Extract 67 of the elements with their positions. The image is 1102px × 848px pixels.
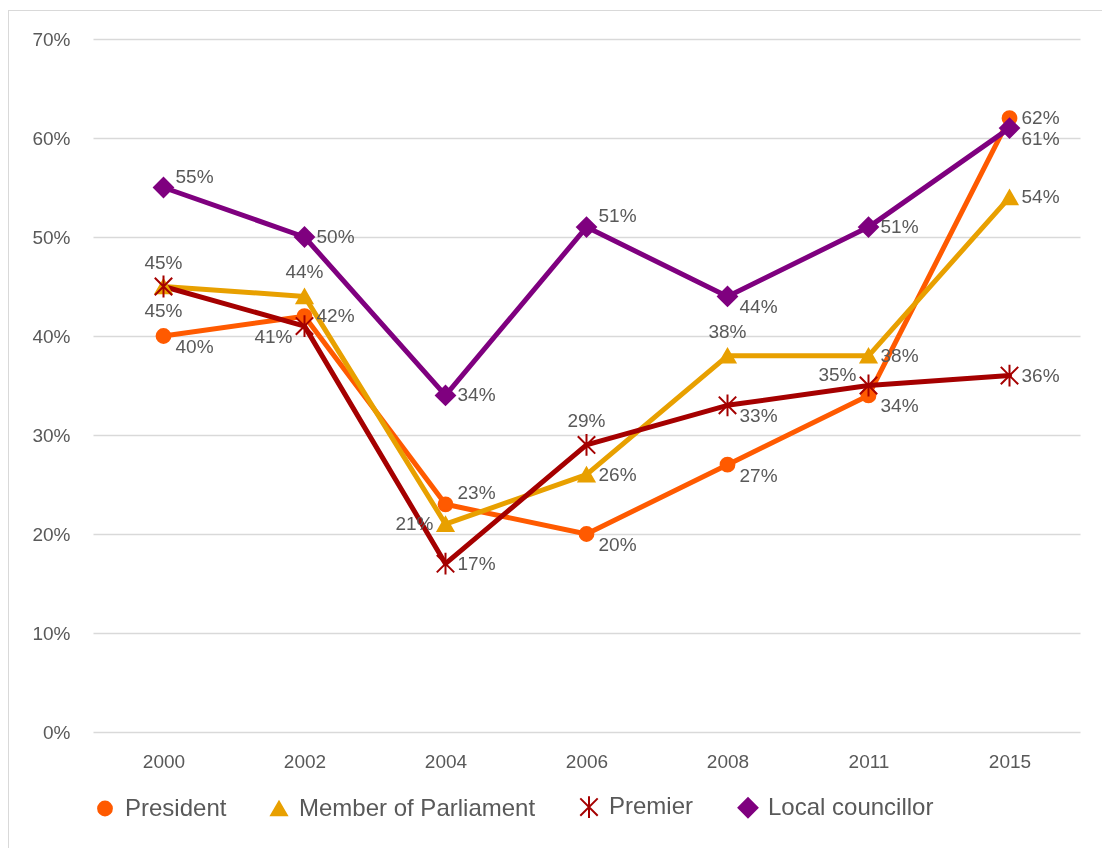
- data-label: 51%: [880, 216, 919, 238]
- y-tick-label: 10%: [32, 622, 71, 644]
- y-tick-label: 0%: [43, 721, 71, 743]
- y-tick-label: 40%: [32, 325, 71, 347]
- y-tick-label: 20%: [32, 523, 71, 545]
- legend-label: Premier: [609, 792, 694, 820]
- legend-label: President: [125, 793, 227, 821]
- x-tick-label: 2006: [565, 750, 609, 772]
- data-label: 29%: [567, 409, 606, 431]
- point: [858, 216, 879, 238]
- data-label: 27%: [739, 464, 778, 486]
- data-label: 36%: [1021, 364, 1060, 386]
- data-label: 26%: [598, 463, 637, 485]
- point: [435, 553, 456, 574]
- point: [999, 117, 1020, 139]
- point: [1000, 189, 1019, 206]
- data-label: 34%: [880, 395, 919, 417]
- point: [859, 348, 878, 364]
- data-label: 50%: [316, 226, 355, 247]
- data-label: 55%: [175, 165, 214, 187]
- data-label: 33%: [739, 405, 778, 427]
- point: [436, 516, 455, 532]
- point: [858, 375, 879, 396]
- y-tick-label: 30%: [32, 424, 71, 446]
- x-tick-label: 2000: [142, 750, 186, 772]
- data-label: 38%: [708, 320, 747, 342]
- data-label: 54%: [1021, 186, 1060, 208]
- point: [295, 288, 314, 305]
- point: [577, 466, 596, 483]
- point: [153, 177, 174, 198]
- data-label: 34%: [457, 384, 496, 406]
- legend-label: Member of Parliament: [299, 793, 536, 821]
- data-label: 45%: [144, 251, 183, 273]
- point: [294, 226, 315, 248]
- data-label: 62%: [1021, 107, 1060, 129]
- data-label: 51%: [598, 205, 637, 227]
- data-label: 41%: [254, 326, 293, 348]
- data-label: 20%: [598, 534, 637, 555]
- point: [435, 384, 456, 406]
- point: [578, 526, 595, 542]
- data-label: 35%: [818, 363, 857, 385]
- y-tick-label: 50%: [32, 226, 71, 248]
- y-tick-label: 60%: [32, 127, 71, 149]
- data-label: 40%: [175, 336, 214, 357]
- point: [437, 496, 454, 513]
- point: [999, 365, 1020, 386]
- data-label: 44%: [285, 261, 324, 283]
- x-tick-label: 2011: [848, 750, 890, 772]
- x-tick-label: 2004: [424, 750, 468, 772]
- y-tick-label: 70%: [32, 28, 71, 50]
- point: [294, 316, 315, 336]
- x-tick-label: 2002: [283, 750, 327, 772]
- x-tick-label: 2008: [706, 750, 750, 772]
- data-label: 23%: [457, 482, 496, 504]
- data-label: 45%: [144, 299, 183, 321]
- data-label: 61%: [1021, 128, 1060, 150]
- data-label: 17%: [457, 552, 496, 574]
- point: [717, 395, 738, 416]
- point: [717, 285, 738, 307]
- point: [719, 456, 736, 473]
- point: [576, 216, 597, 238]
- point: [718, 348, 737, 364]
- data-label: 44%: [739, 296, 778, 318]
- point: [155, 328, 172, 344]
- x-tick-label: 2015: [988, 750, 1032, 772]
- point: [576, 435, 597, 455]
- legend-label: Local councillor: [768, 792, 934, 820]
